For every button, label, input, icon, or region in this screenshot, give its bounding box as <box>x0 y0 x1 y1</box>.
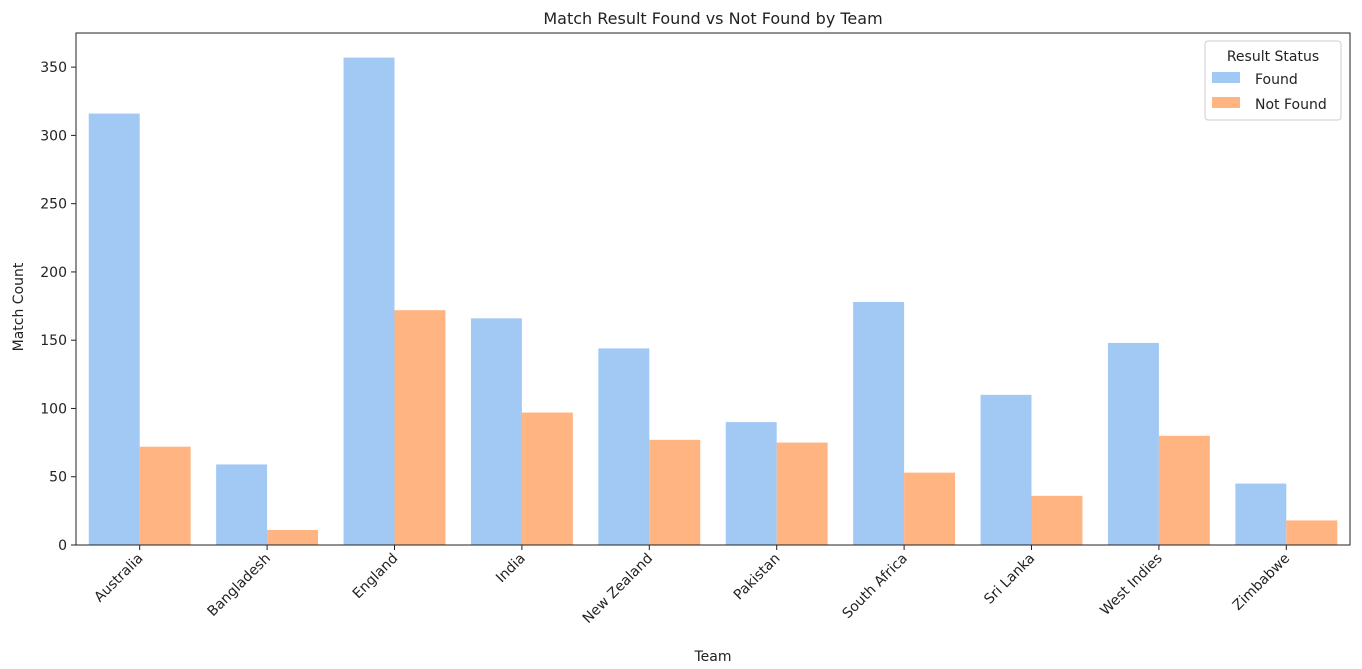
bar-found <box>725 422 777 545</box>
bar-not-found <box>649 439 701 545</box>
y-tick-label: 250 <box>40 197 67 213</box>
bar-not-found <box>521 412 573 545</box>
legend-label-not-found: Not Found <box>1255 97 1327 113</box>
bar-not-found <box>394 310 446 545</box>
y-tick-label: 200 <box>40 265 67 281</box>
bar-found <box>598 348 650 545</box>
bar-not-found <box>139 446 191 545</box>
bar-found <box>343 57 395 546</box>
legend-swatch-found <box>1212 72 1240 83</box>
bar-not-found <box>776 442 828 545</box>
y-tick-label: 100 <box>40 401 67 417</box>
x-tick-label: Australia <box>91 551 146 606</box>
bar-found <box>88 113 140 546</box>
plot-area: 0 50 100 150 200 250 300 350 Australia Bangladesh… <box>40 32 1351 627</box>
x-tick-label: South Africa <box>839 551 910 622</box>
y-tick-label: 350 <box>40 60 67 76</box>
x-tick-label: Zimbabwe <box>1230 551 1293 614</box>
bar-found <box>980 394 1032 545</box>
y-tick-label: 300 <box>40 128 67 144</box>
bar-found <box>470 318 522 545</box>
bar-not-found <box>1286 520 1338 545</box>
x-tick-label: New Zealand <box>580 551 656 627</box>
x-tick-label: Bangladesh <box>205 551 274 620</box>
legend-title: Result Status <box>1227 49 1319 65</box>
bar-found <box>216 464 268 545</box>
axes-frame <box>75 32 1351 546</box>
x-tick-label: England <box>350 551 402 603</box>
x-tick-label: India <box>493 551 529 587</box>
legend-swatch-not-found <box>1212 97 1240 108</box>
chart-title: Match Result Found vs Not Found by Team <box>543 9 882 28</box>
y-tick-label: 0 <box>58 538 67 554</box>
bar-not-found <box>904 472 956 545</box>
y-tick-label: 50 <box>49 470 67 486</box>
y-tick-label: 150 <box>40 333 67 349</box>
bar-not-found <box>267 529 319 545</box>
legend-label-found: Found <box>1255 72 1298 88</box>
bar-found <box>1235 483 1287 545</box>
x-tick-label: West Indies <box>1097 551 1165 619</box>
bar-not-found <box>1031 495 1083 545</box>
x-tick-label: Pakistan <box>731 551 784 604</box>
x-tick-label: Sri Lanka <box>981 551 1038 608</box>
bar-found <box>853 301 905 545</box>
y-axis-title: Match Count <box>11 262 27 351</box>
bar-found <box>1107 342 1159 545</box>
bar-not-found <box>1158 435 1210 545</box>
legend: Result Status Found Not Found <box>1204 40 1342 121</box>
x-axis-title: Team <box>693 649 731 665</box>
